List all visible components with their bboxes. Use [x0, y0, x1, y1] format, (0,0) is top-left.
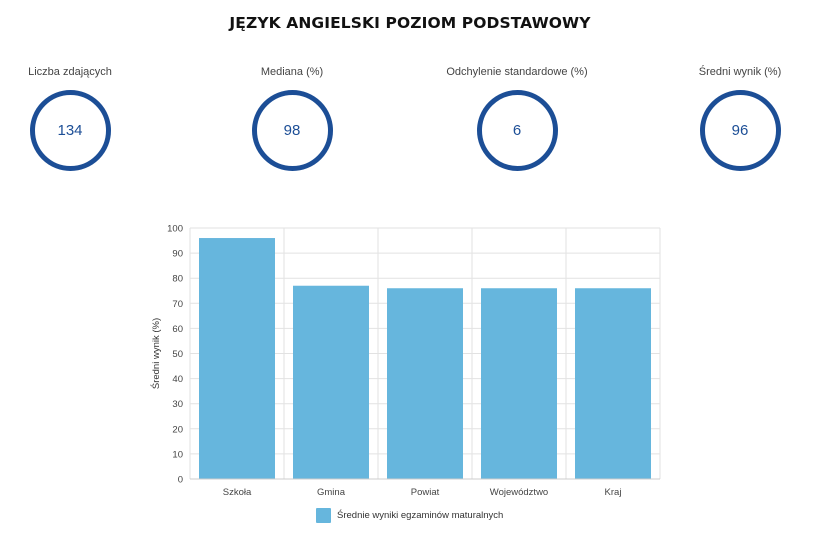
stat-label: Odchylenie standardowe (%): [446, 66, 588, 78]
y-tick-label: 40: [172, 374, 183, 385]
y-tick-label: 30: [172, 399, 183, 410]
stat-label: Średni wynik (%): [698, 66, 782, 78]
stat-label: Liczba zdających: [28, 66, 112, 78]
bar: [575, 288, 651, 479]
y-tick-label: 80: [172, 274, 183, 285]
stat-label: Mediana (%): [260, 66, 324, 78]
bar: [481, 288, 557, 479]
y-tick-label: 100: [167, 224, 183, 235]
stat-circle: 6: [476, 90, 558, 171]
stat-value: 96: [731, 122, 749, 139]
y-axis-label: Średni wynik (%): [150, 318, 162, 389]
page-title: JĘZYK ANGIELSKI POZIOM PODSTAWOWY: [229, 14, 591, 32]
bar: [199, 238, 275, 479]
stat-circle: 134: [29, 90, 111, 171]
x-tick-label: Powiat: [411, 487, 440, 498]
y-tick-label: 70: [172, 299, 183, 310]
stat-card-count: Liczba zdających 134: [0, 64, 160, 171]
y-tick-label: 60: [172, 324, 183, 335]
stat-card-median: Mediana (%) 98: [202, 64, 382, 171]
legend-label: Średnie wyniki egzaminów maturalnych: [337, 510, 504, 521]
y-tick-label: 90: [172, 249, 183, 260]
legend-swatch: [316, 508, 331, 523]
bar: [387, 288, 463, 479]
x-tick-label: Szkoła: [223, 487, 252, 498]
x-tick-label: Województwo: [490, 487, 548, 498]
stat-card-std-dev: Odchylenie standardowe (%) 6: [427, 64, 607, 171]
stat-circle: 96: [699, 90, 781, 171]
stat-value: 98: [283, 122, 301, 139]
stat-value: 134: [57, 122, 83, 139]
chart-legend[interactable]: Średnie wyniki egzaminów maturalnych: [316, 508, 503, 523]
x-tick-label: Gmina: [317, 487, 346, 498]
bar: [293, 285, 369, 479]
x-tick-label: Kraj: [605, 487, 622, 498]
y-tick-label: 20: [172, 424, 183, 435]
stat-card-mean: Średni wynik (%) 96: [650, 64, 820, 171]
y-tick-label: 10: [172, 449, 183, 460]
y-tick-label: 50: [172, 349, 183, 360]
y-tick-label: 0: [178, 475, 183, 486]
stat-circle: 98: [251, 90, 333, 171]
stat-value: 6: [512, 122, 522, 139]
